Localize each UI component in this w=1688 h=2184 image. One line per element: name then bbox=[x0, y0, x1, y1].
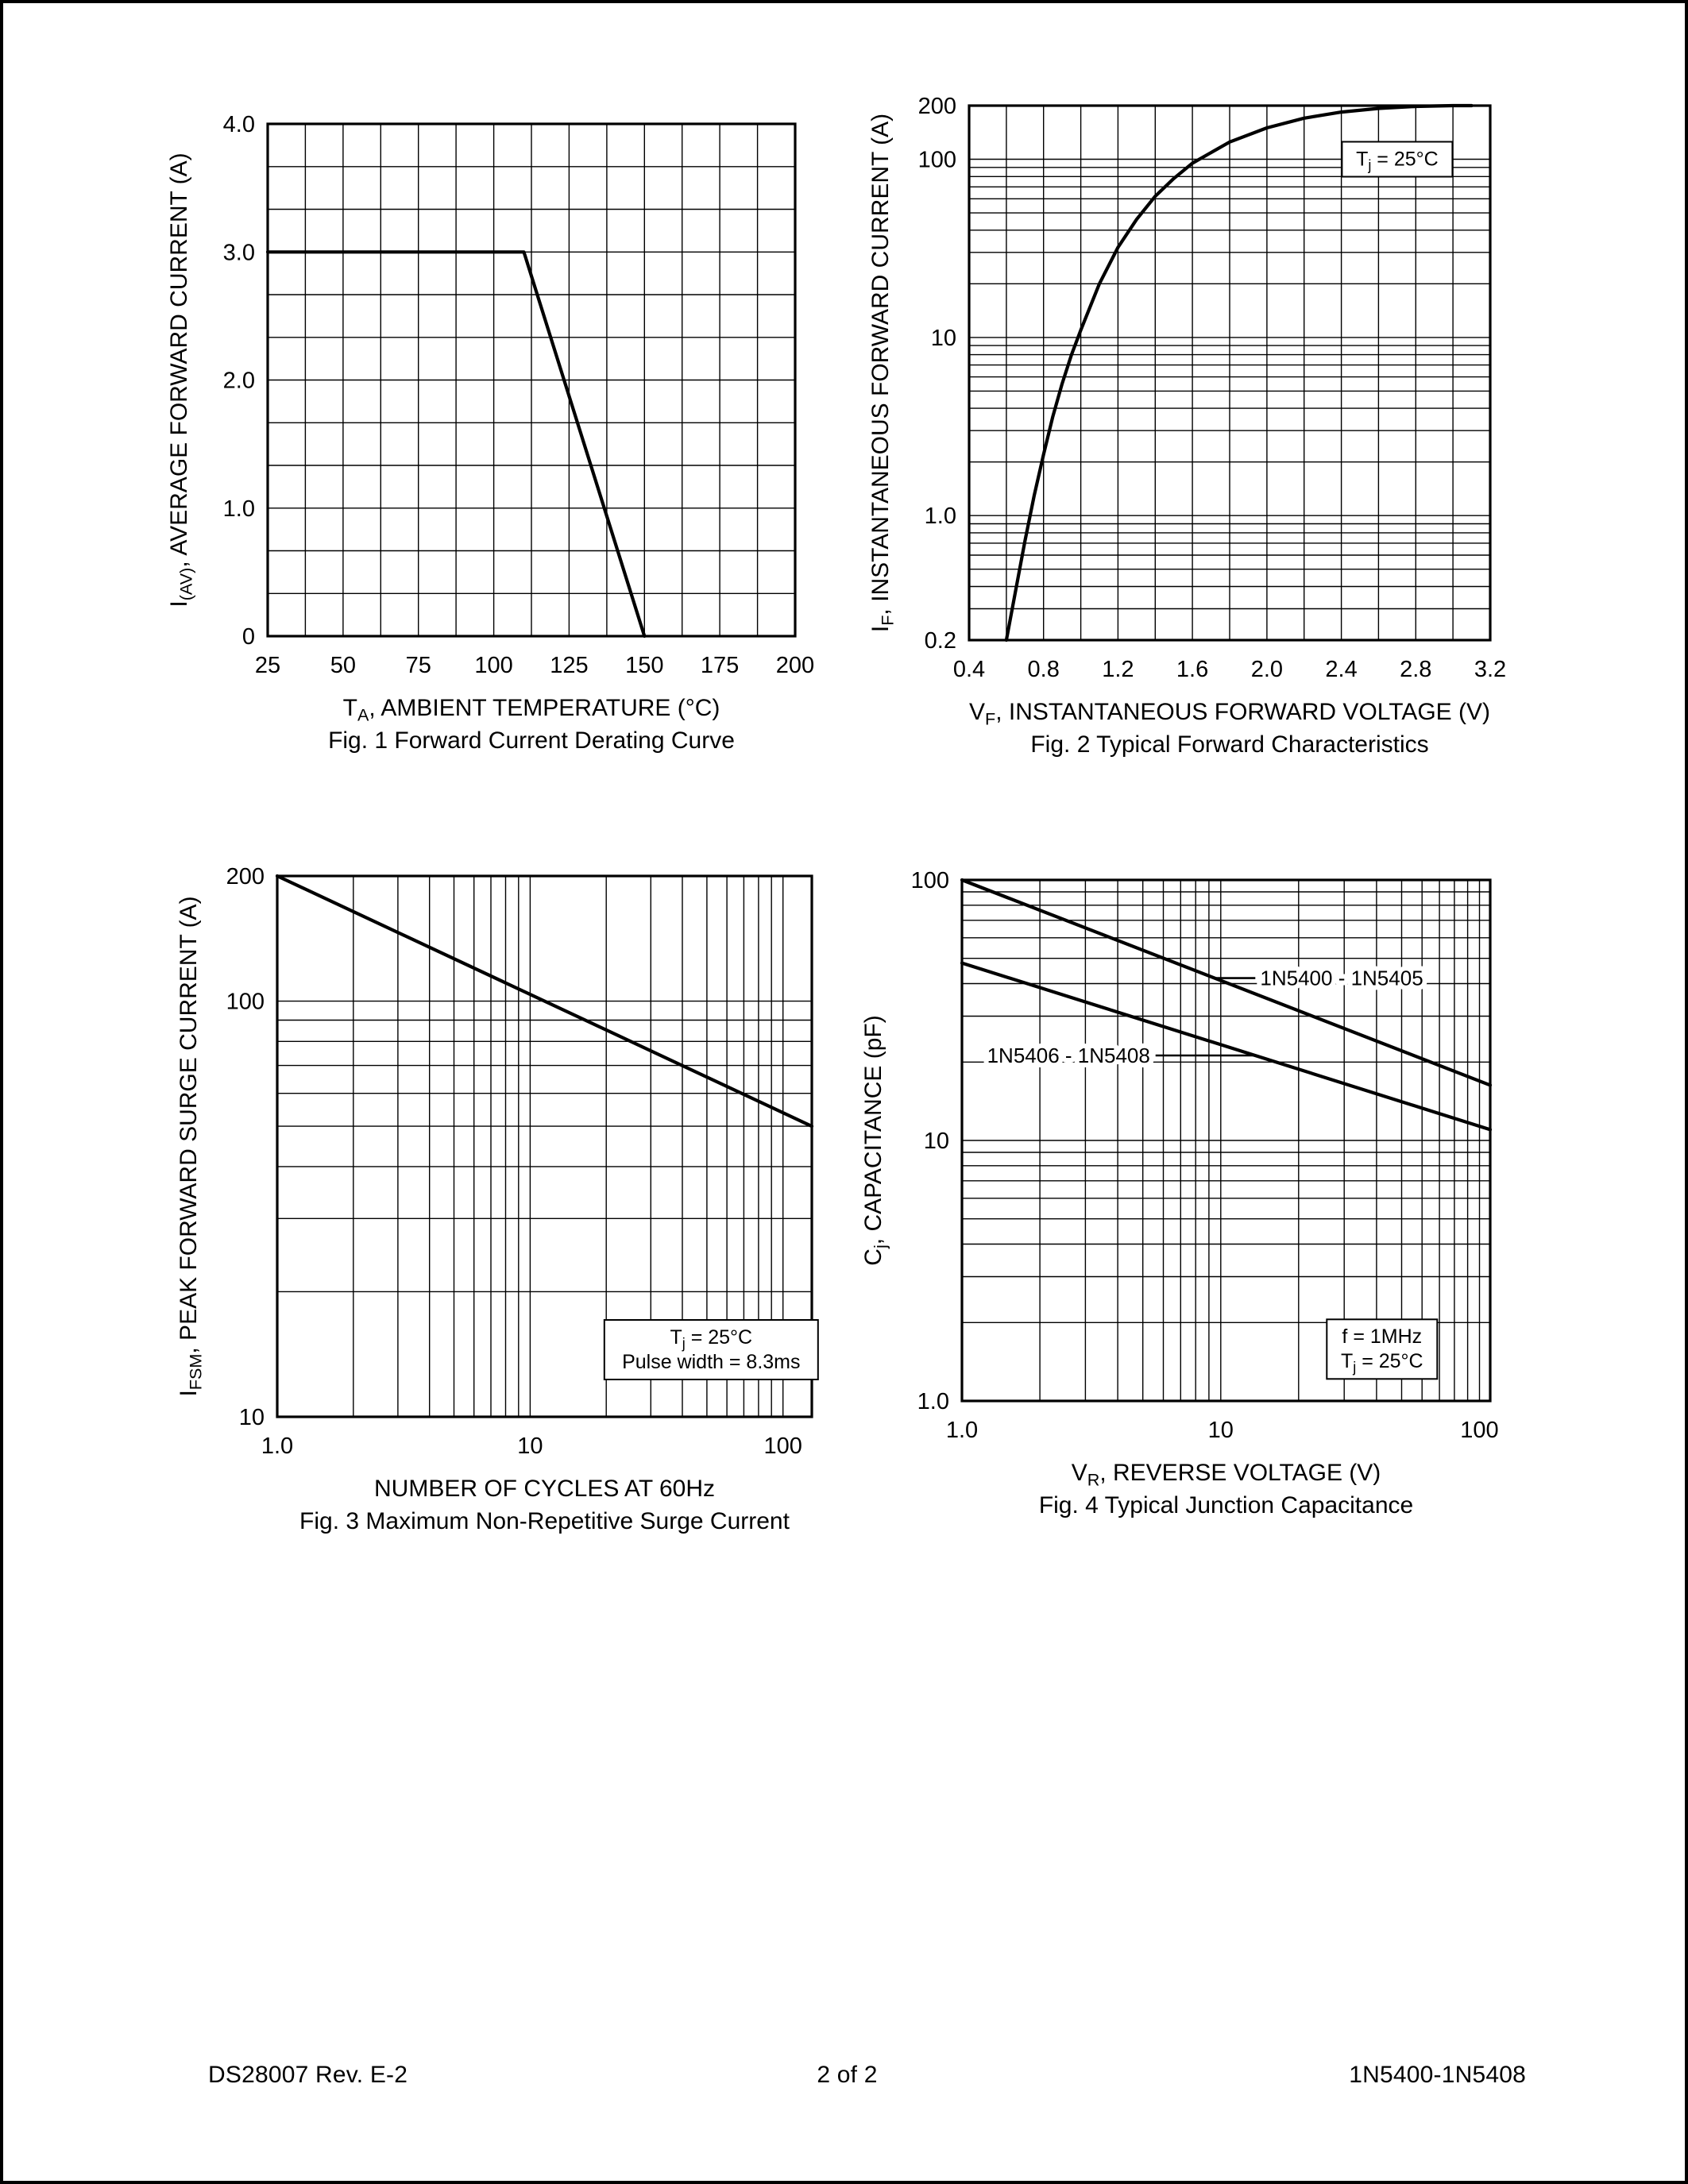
x-tick-label: 1.6 bbox=[1176, 657, 1208, 682]
curve-peak-forward-surge-current bbox=[275, 874, 814, 1129]
y-tick-label: 1.0 bbox=[925, 504, 956, 529]
grid-lines bbox=[969, 106, 1490, 640]
x-tick-label: 1.0 bbox=[946, 1418, 978, 1443]
x-tick-label: 25 bbox=[255, 653, 280, 678]
y-tick-label: 3.0 bbox=[223, 240, 255, 265]
x-tick-label: 10 bbox=[1208, 1418, 1234, 1443]
y-tick-label: 10 bbox=[239, 1405, 265, 1430]
curve-average-forward-current-limit bbox=[265, 250, 647, 639]
y-axis-label: Cj, CAPACITANCE (pF) bbox=[860, 1015, 890, 1265]
y-axis-label: IFSM, PEAK FORWARD SURGE CURRENT (A) bbox=[176, 896, 206, 1396]
y-tick-label: 200 bbox=[918, 94, 956, 119]
y-tick-label: 2.0 bbox=[223, 369, 255, 394]
y-tick-label: 0 bbox=[242, 624, 255, 650]
curve-1n5406-1n5408 bbox=[960, 961, 1493, 1132]
x-axis-label: VR, REVERSE VOLTAGE (V) bbox=[1072, 1460, 1381, 1490]
y-axis-label: I(AV), AVERAGE FORWARD CURRENT (A) bbox=[166, 152, 196, 607]
figure-caption: Fig. 1 Forward Current Derating Curve bbox=[328, 727, 735, 754]
grid-lines bbox=[962, 880, 1490, 1401]
curve-1n5400-1n5405 bbox=[960, 878, 1493, 1087]
condition-box bbox=[1341, 141, 1454, 178]
x-tick-label: 175 bbox=[701, 653, 739, 678]
x-axis-label: NUMBER OF CYCLES AT 60Hz bbox=[374, 1476, 715, 1502]
condition-box bbox=[1326, 1318, 1439, 1380]
plot-border bbox=[960, 878, 1492, 1403]
x-tick-label: 200 bbox=[776, 653, 814, 678]
y-tick-label: 4.0 bbox=[223, 112, 255, 137]
condition-text: Tj = 25°C bbox=[1341, 1350, 1423, 1376]
x-tick-label: 3.2 bbox=[1474, 657, 1506, 682]
y-tick-label: 100 bbox=[226, 990, 265, 1015]
footer-doc-number: DS28007 Rev. E-2 bbox=[208, 2062, 408, 2088]
y-tick-label: 10 bbox=[924, 1129, 949, 1154]
curve-label: 1N5406 - 1N5408 bbox=[987, 1044, 1150, 1067]
curve-instantaneous-forward-current bbox=[1004, 103, 1474, 642]
fig4-typical-junction-capacitance: 1N5400 - 1N5405 1N5406 - 1N5408 f = 1MHzTj… bbox=[860, 868, 1499, 1518]
x-tick-label: 100 bbox=[764, 1433, 802, 1459]
condition-text: Tj = 25°C bbox=[1356, 148, 1439, 173]
x-tick-label: 2.4 bbox=[1325, 657, 1357, 682]
y-tick-label: 1.0 bbox=[223, 496, 255, 522]
plot-border bbox=[266, 122, 797, 638]
y-tick-label: 10 bbox=[931, 326, 956, 351]
y-tick-label: 100 bbox=[911, 868, 949, 893]
condition-text: f = 1MHz bbox=[1342, 1325, 1422, 1348]
y-tick-label: 100 bbox=[918, 148, 956, 173]
x-tick-label: 2.0 bbox=[1251, 657, 1283, 682]
condition-text: Tj = 25°C bbox=[670, 1326, 752, 1352]
footer-part-numbers: 1N5400-1N5408 bbox=[1349, 2062, 1526, 2088]
figure-caption: Fig. 2 Typical Forward Characteristics bbox=[1030, 731, 1428, 758]
condition-text: Pulse width = 8.3ms bbox=[622, 1351, 800, 1373]
y-tick-label: 1.0 bbox=[917, 1389, 949, 1414]
x-axis-label: VF, INSTANTANEOUS FORWARD VOLTAGE (V) bbox=[969, 699, 1490, 729]
x-tick-label: 150 bbox=[625, 653, 663, 678]
x-tick-label: 75 bbox=[406, 653, 431, 678]
x-tick-label: 10 bbox=[517, 1433, 543, 1459]
x-tick-label: 50 bbox=[330, 653, 356, 678]
x-tick-label: 0.4 bbox=[953, 657, 985, 682]
y-tick-label: 200 bbox=[226, 864, 265, 889]
x-tick-label: 2.8 bbox=[1400, 657, 1431, 682]
condition-box bbox=[603, 1319, 819, 1380]
grid-lines bbox=[268, 124, 795, 636]
plot-border bbox=[276, 874, 813, 1418]
x-axis-label: TA, AMBIENT TEMPERATURE (°C) bbox=[343, 695, 720, 725]
fig2-typical-forward-characteristics: Tj = 25°C 0.4 0.8 1.2 1.6 2.0 2.4 2.8 3.2 0.2 1.0 1… bbox=[867, 94, 1506, 758]
figure-caption: Fig. 4 Typical Junction Capacitance bbox=[1039, 1492, 1413, 1518]
x-tick-label: 100 bbox=[474, 653, 512, 678]
fig1-forward-current-derating-curve: 25 50 75 100 125 150 175 200 0 1.0 2.0 3.0 4.0 TA, AM… bbox=[166, 112, 814, 754]
x-tick-label: 0.8 bbox=[1028, 657, 1060, 682]
x-tick-label: 1.2 bbox=[1102, 657, 1134, 682]
figure-caption: Fig. 3 Maximum Non-Repetitive Surge Curr… bbox=[299, 1508, 790, 1534]
curve-label: 1N5400 - 1N5405 bbox=[1260, 967, 1423, 990]
x-tick-label: 1.0 bbox=[261, 1433, 293, 1459]
plot-border bbox=[968, 104, 1492, 642]
y-axis-label: IF, INSTANTANEOUS FORWARD CURRENT (A) bbox=[867, 114, 898, 632]
x-tick-label: 125 bbox=[550, 653, 588, 678]
footer-page-number: 2 of 2 bbox=[817, 2062, 878, 2088]
y-tick-label: 0.2 bbox=[925, 628, 956, 654]
x-tick-label: 100 bbox=[1460, 1418, 1498, 1443]
